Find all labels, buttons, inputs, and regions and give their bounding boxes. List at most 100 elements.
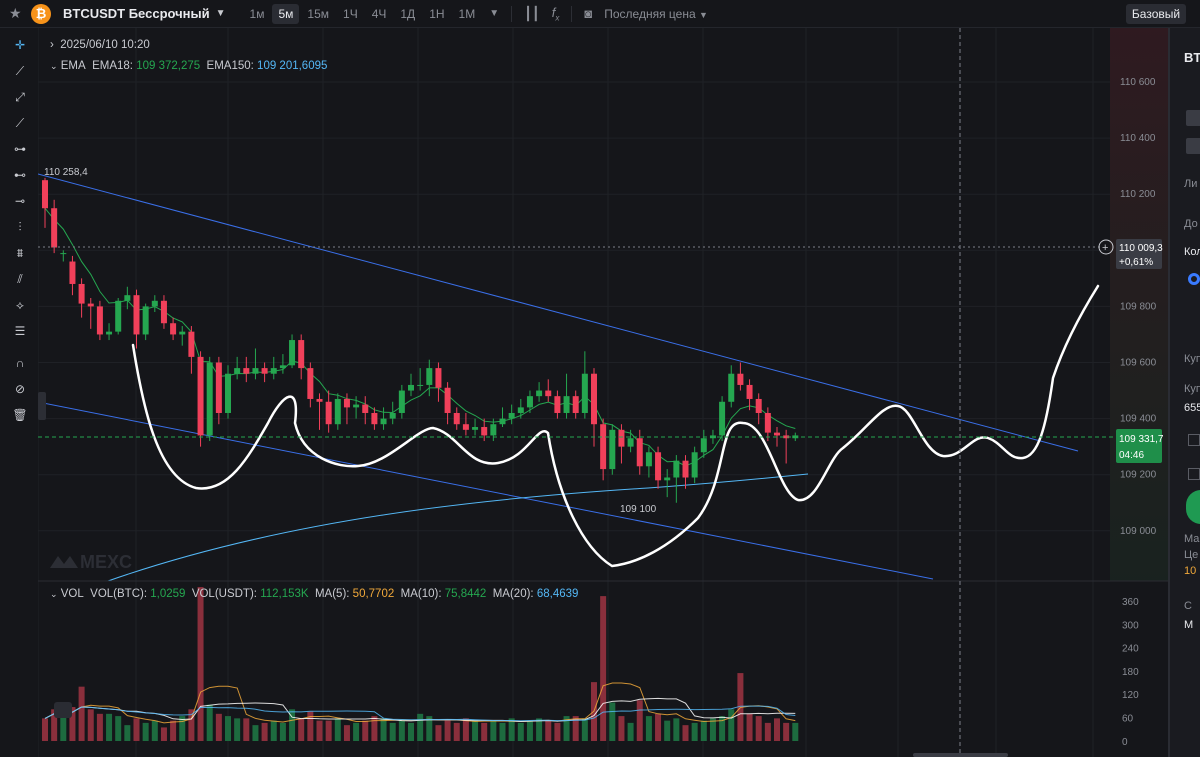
extended-line-icon[interactable]: ⟋ [15,116,25,130]
volume-bar-down [444,720,451,741]
price-type-selector[interactable]: Последняя цена ▼ [604,7,708,21]
order-panel-text: 655 [1184,402,1200,414]
vol-usdt-value: 112,153K [260,588,309,600]
volume-bar-up [499,722,506,741]
chevron-right-icon[interactable]: › [50,39,54,51]
candle-down [133,295,140,335]
order-mode-tab[interactable] [1186,138,1200,154]
timeframe-more-chevron-icon[interactable]: ▼ [489,8,500,19]
horizontal-line-icon[interactable]: ⊶ [14,142,26,156]
candle-countdown: 04:46 [1119,450,1144,461]
view-mode-button[interactable]: Базовый [1126,4,1186,24]
volume-bar-up [106,713,113,741]
vol-label[interactable]: VOL [60,588,84,600]
radio-button[interactable] [1188,273,1200,285]
hide-drawings-icon[interactable]: ⊘ [14,382,26,396]
candle-up [517,407,524,413]
volume-bar-up [700,720,707,741]
candlesticks[interactable] [42,177,799,503]
price-line-icon[interactable]: ⊸ [14,194,26,208]
legend-date: 2025/06/10 10:20 [60,39,150,51]
candle-up [526,396,533,408]
symbol-selector[interactable]: BTCUSDT Бессрочный [63,6,210,21]
candle-down [444,387,451,413]
left-scroll-handle[interactable] [38,392,46,420]
candle-down [96,306,103,335]
toolbar-divider [511,5,513,22]
vertical-line-icon[interactable]: ⫶ [18,220,22,234]
timeframe-5[interactable]: 1Д [400,6,416,21]
horizontal-ray-icon[interactable]: ⊷ [14,168,26,182]
channel-icon[interactable]: ⩩ [16,246,24,260]
top-toolbar: ★ ₿ BTCUSDT Бессрочный ▼ 1м 5м 15м 1Ч 4Ч 1Д 1Н… [0,0,1200,28]
candle-type-icon[interactable]: ┃┃ [524,5,540,21]
chevron-down-icon[interactable]: ⌄ [50,61,58,71]
candle-up [225,373,231,413]
candle-down [69,261,76,284]
order-type-tab[interactable] [1186,110,1200,126]
mexc-watermark: MEXC [50,552,132,572]
low-price-label: 109 100 [620,504,657,515]
candle-down [160,300,167,324]
volume-bar-down [343,725,350,741]
checkbox[interactable] [1188,468,1200,480]
timeframe-1[interactable]: 5м [272,3,300,24]
last-price-tag [1116,429,1162,463]
candle-down [435,368,442,388]
chevron-down-icon[interactable]: ▼ [215,8,226,19]
chevron-down-icon[interactable]: ⌄ [50,589,58,599]
volume-bar-up [124,725,131,741]
candle-up [472,427,479,430]
ema150-label: EMA150: [206,60,254,72]
ray-icon[interactable]: ⤢ [15,90,25,104]
camera-icon[interactable]: ◙ [584,6,593,21]
volume-bar-up [334,718,341,741]
volume-bars [42,587,799,741]
timeframe-3[interactable]: 1Ч [343,6,358,21]
screenshot-icon[interactable] [54,702,72,718]
ema-label[interactable]: EMA [60,60,86,72]
timeframe-4[interactable]: 4Ч [371,6,387,21]
candle-up [581,373,588,413]
hand-drawn-curve[interactable] [131,284,1100,568]
candle-up [408,384,414,391]
crosshair-price: 110 009,3 [1119,243,1163,254]
candle-down [737,373,744,385]
ma5-label: MA(5): [314,588,350,600]
volume-bar-down [325,720,332,741]
volume-bar-down [243,718,250,741]
timeframe-2[interactable]: 15м [307,6,330,21]
trend-line-icon[interactable]: ⟋ [15,64,25,78]
favorite-star-icon[interactable]: ★ [9,5,22,21]
volume-bar-up [792,722,799,741]
chevron-down-icon: ▼ [698,9,708,20]
volume-axis-label: 60 [1122,714,1134,725]
candle-down [87,303,94,307]
candle-down [316,398,323,402]
timeframe-0[interactable]: 1м [249,6,265,21]
volume-axis[interactable]: 360 300 240 180 120 60 0 [1122,597,1139,748]
horizontal-scrollbar[interactable] [913,753,1008,757]
timeframe-6[interactable]: 1Н [429,6,445,21]
add-alert-icon[interactable] [1098,239,1114,255]
crosshair-icon[interactable]: ✛ [14,38,26,52]
candle-up [490,424,497,436]
buy-button[interactable] [1186,490,1200,524]
checkbox[interactable] [1188,434,1200,446]
parallel-channel-icon[interactable]: ⫽ [17,272,23,286]
magnet-icon[interactable]: ∩ [15,356,25,370]
indicators-icon[interactable]: fx [551,4,560,23]
candle-up [664,477,671,481]
volume-bar-down [746,713,753,741]
trend-lines[interactable] [38,173,1079,580]
candle-up [508,412,515,419]
btc-coin-icon: ₿ [31,3,51,24]
candle-up [700,438,707,453]
candle-up [124,295,131,301]
timeframe-7[interactable]: 1М [458,6,476,21]
fibonacci-icon[interactable]: ☰ [14,324,26,338]
volume-bar-up [289,709,296,741]
pattern-icon[interactable]: ⟡ [16,298,24,312]
trash-icon[interactable]: 🗑 [12,408,28,422]
